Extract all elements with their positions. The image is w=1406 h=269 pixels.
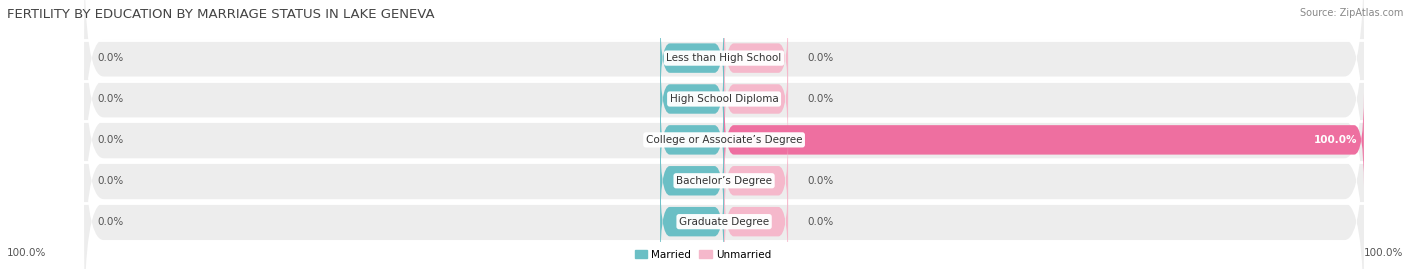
Text: Source: ZipAtlas.com: Source: ZipAtlas.com <box>1299 8 1403 18</box>
Text: Bachelor’s Degree: Bachelor’s Degree <box>676 176 772 186</box>
Text: Graduate Degree: Graduate Degree <box>679 217 769 227</box>
Text: College or Associate’s Degree: College or Associate’s Degree <box>645 135 803 145</box>
FancyBboxPatch shape <box>661 93 724 186</box>
Text: 0.0%: 0.0% <box>807 94 834 104</box>
Text: 0.0%: 0.0% <box>807 53 834 63</box>
FancyBboxPatch shape <box>661 175 724 268</box>
FancyBboxPatch shape <box>661 52 724 146</box>
Legend: Married, Unmarried: Married, Unmarried <box>630 245 776 264</box>
FancyBboxPatch shape <box>84 76 1364 269</box>
FancyBboxPatch shape <box>661 134 724 227</box>
FancyBboxPatch shape <box>724 175 787 268</box>
Text: 100.0%: 100.0% <box>7 248 46 258</box>
Text: 100.0%: 100.0% <box>1364 248 1403 258</box>
FancyBboxPatch shape <box>661 12 724 105</box>
Text: High School Diploma: High School Diploma <box>669 94 779 104</box>
Text: 0.0%: 0.0% <box>97 217 124 227</box>
FancyBboxPatch shape <box>724 134 787 227</box>
FancyBboxPatch shape <box>84 117 1364 269</box>
Text: 0.0%: 0.0% <box>97 53 124 63</box>
Text: 0.0%: 0.0% <box>807 176 834 186</box>
FancyBboxPatch shape <box>724 52 787 146</box>
FancyBboxPatch shape <box>724 12 787 105</box>
Text: Less than High School: Less than High School <box>666 53 782 63</box>
Text: 100.0%: 100.0% <box>1315 135 1357 145</box>
Text: 0.0%: 0.0% <box>97 176 124 186</box>
FancyBboxPatch shape <box>84 36 1364 244</box>
FancyBboxPatch shape <box>724 93 1364 186</box>
FancyBboxPatch shape <box>84 0 1364 203</box>
Text: 0.0%: 0.0% <box>97 135 124 145</box>
Text: 0.0%: 0.0% <box>807 217 834 227</box>
FancyBboxPatch shape <box>84 0 1364 162</box>
Text: 0.0%: 0.0% <box>97 94 124 104</box>
Text: FERTILITY BY EDUCATION BY MARRIAGE STATUS IN LAKE GENEVA: FERTILITY BY EDUCATION BY MARRIAGE STATU… <box>7 8 434 21</box>
